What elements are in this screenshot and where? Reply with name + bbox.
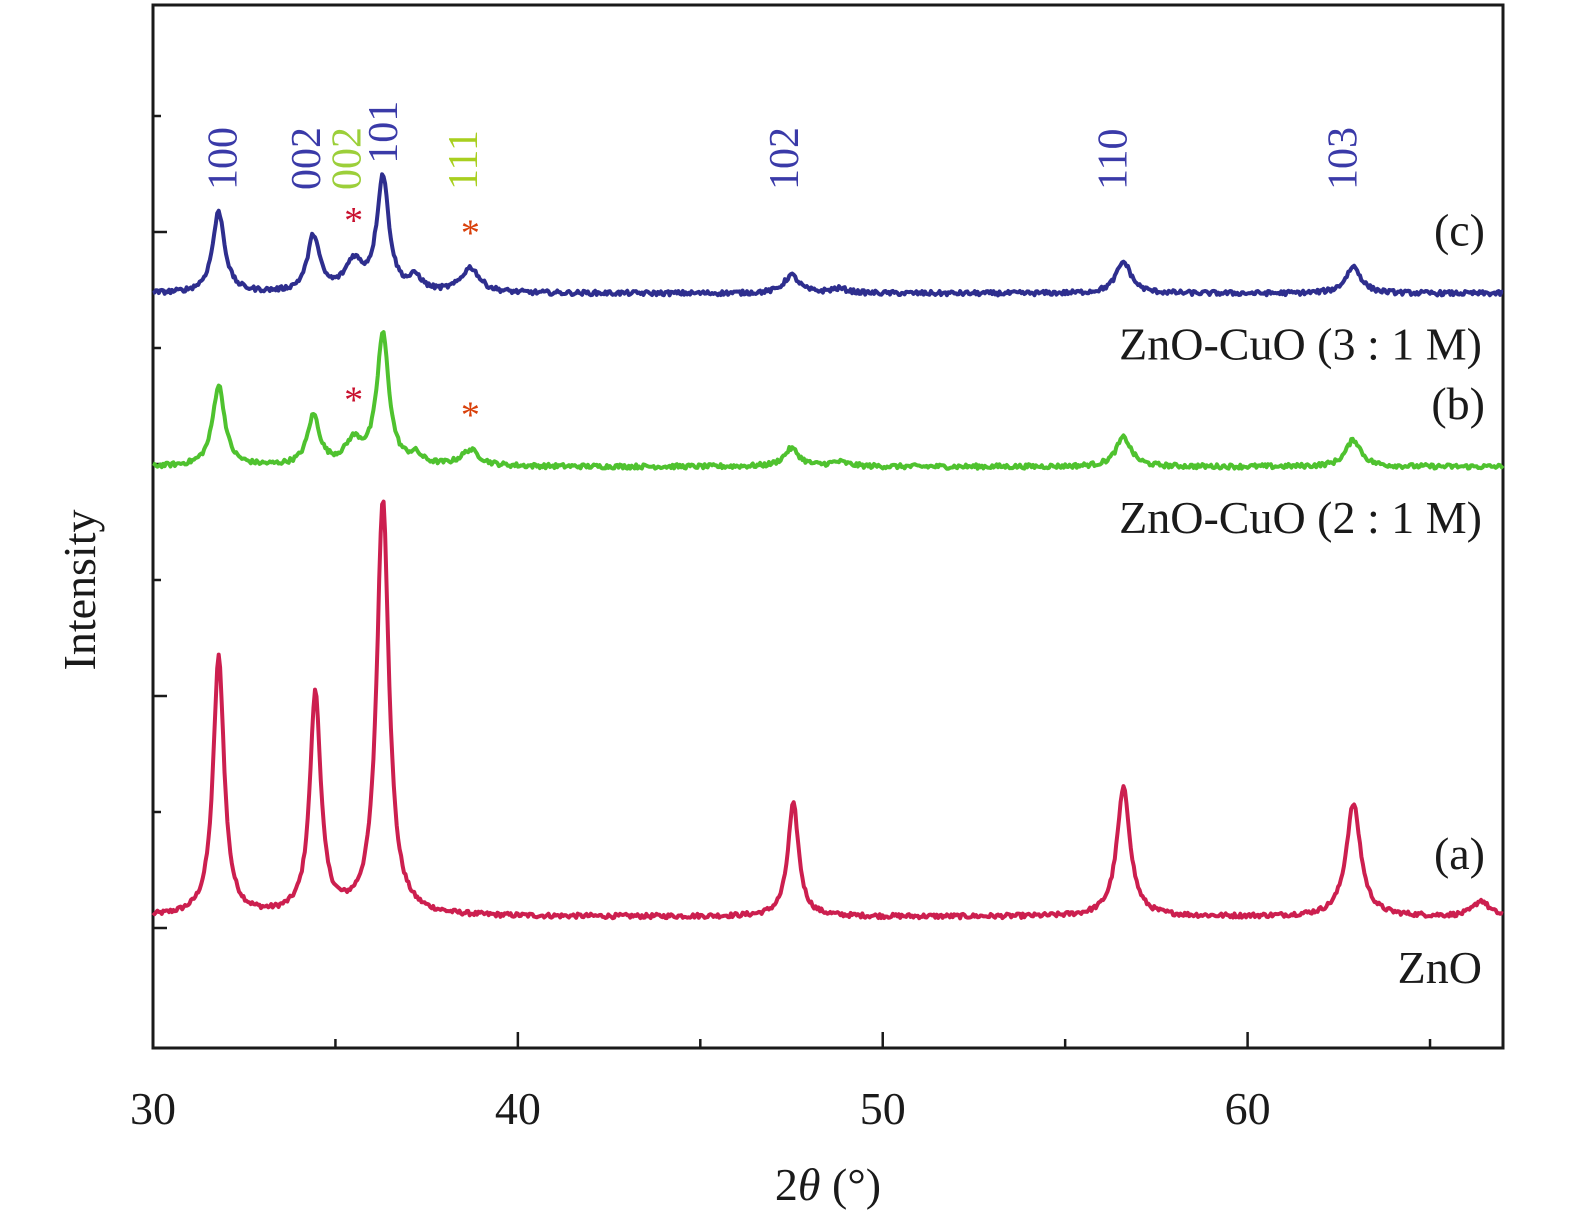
series-labels: (a) ZnO (b) ZnO-CuO (2 : 1 M) (c) ZnO-CuO (3 … bbox=[1119, 205, 1485, 993]
series-lines bbox=[151, 172, 1505, 921]
x-axis-label: 2θ (°) bbox=[775, 1159, 881, 1210]
series-name: ZnO-CuO (3 : 1 M) bbox=[1119, 319, 1482, 370]
impurity-asterisks: * * * * bbox=[344, 200, 480, 437]
x-tick-label: 40 bbox=[495, 1083, 541, 1134]
x-axis-ticks: 30 40 50 60 bbox=[130, 1032, 1432, 1134]
hkl-label: 103 bbox=[1320, 127, 1366, 190]
hkl-label: 110 bbox=[1091, 129, 1137, 190]
x-axis-label-symbol: θ bbox=[798, 1159, 821, 1210]
x-axis-label-unit: (°) bbox=[821, 1159, 882, 1210]
series-line bbox=[152, 172, 1504, 298]
series-line bbox=[151, 499, 1504, 921]
x-tick-label: 60 bbox=[1225, 1083, 1271, 1134]
hkl-label: 100 bbox=[200, 127, 246, 190]
x-tick-label: 50 bbox=[860, 1083, 906, 1134]
hkl-label: 102 bbox=[762, 127, 808, 190]
hkl-label: 111 bbox=[441, 130, 487, 190]
hkl-label: 002 bbox=[324, 127, 370, 190]
series-name: ZnO-CuO (2 : 1 M) bbox=[1119, 492, 1482, 543]
asterisk-marker: * bbox=[344, 200, 363, 242]
series-tag: (c) bbox=[1434, 205, 1485, 256]
asterisk-marker: * bbox=[461, 395, 480, 437]
hkl-label: 101 bbox=[361, 101, 407, 164]
asterisk-marker: * bbox=[461, 212, 480, 254]
series-line bbox=[152, 330, 1505, 471]
series-name: ZnO bbox=[1398, 942, 1482, 993]
plot-frame bbox=[151, 3, 1505, 1050]
series-tag: (b) bbox=[1431, 378, 1485, 429]
y-axis-label: Intensity bbox=[54, 510, 105, 671]
x-axis-label-prefix: 2 bbox=[775, 1159, 798, 1210]
hkl-label: 002 bbox=[284, 127, 330, 190]
series-tag: (a) bbox=[1434, 828, 1485, 879]
x-tick-label: 30 bbox=[130, 1083, 176, 1134]
asterisk-marker: * bbox=[344, 379, 363, 421]
y-axis-ticks bbox=[153, 114, 167, 930]
